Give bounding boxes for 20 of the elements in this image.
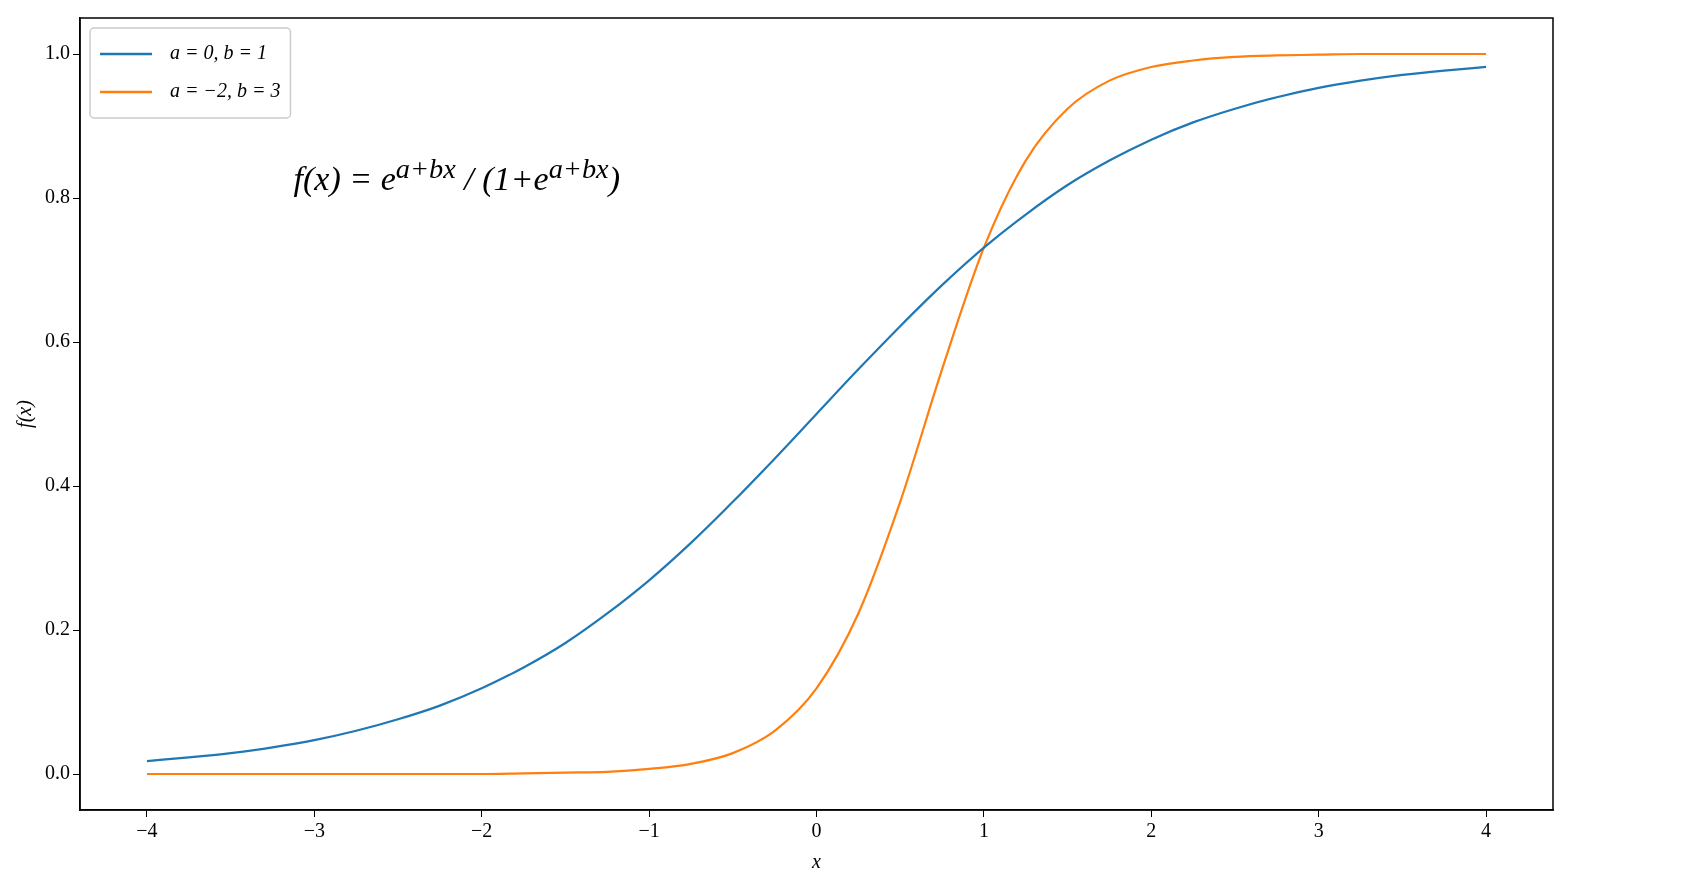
y-tick-label: 0.4 (45, 473, 70, 496)
x-tick-label: −4 (136, 819, 158, 842)
y-tick-label: 0.6 (45, 329, 70, 352)
x-tick-label: 2 (1146, 819, 1157, 842)
x-tick-label: −3 (303, 819, 325, 842)
x-tick-label: 0 (811, 819, 822, 842)
y-tick-label: 0.8 (45, 185, 70, 208)
x-axis-title: x (811, 850, 822, 873)
y-tick-label: 0.0 (45, 761, 70, 784)
legend-label: a = −2, b = 3 (170, 79, 281, 102)
annotation: f(x) = e$^{a+bx}$ / (1+e$^{a+bx}$) (293, 152, 620, 198)
x-tick-label: 1 (978, 819, 989, 842)
y-tick-label: 1.0 (45, 41, 70, 64)
x-tick-label: 4 (1481, 819, 1492, 842)
legend-label: a = 0, b = 1 (170, 41, 267, 64)
x-tick-label: −2 (471, 819, 493, 842)
x-tick-label: 3 (1313, 819, 1324, 842)
y-axis-title: f(x) (13, 399, 37, 428)
y-tick-label: 0.2 (45, 617, 70, 640)
x-tick-label: −1 (638, 819, 660, 842)
